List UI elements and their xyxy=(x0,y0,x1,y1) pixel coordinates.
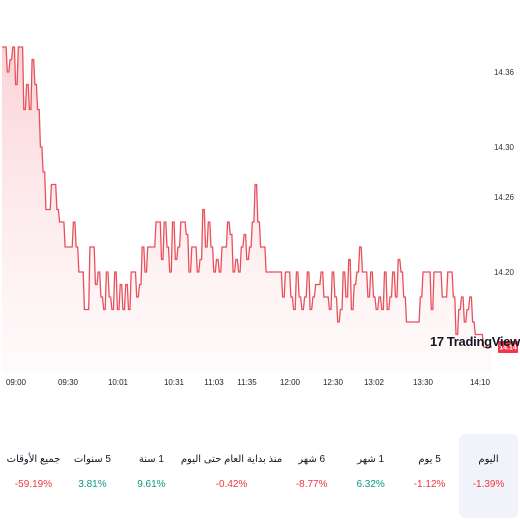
period-label: 5 يوم xyxy=(418,454,441,465)
x-tick-label: 11:35 xyxy=(237,378,257,387)
x-tick-label: 13:02 xyxy=(364,378,385,387)
period-value: 6.32% xyxy=(356,479,385,490)
period-value: -0.42% xyxy=(215,479,248,490)
period-label: 1 سنة xyxy=(138,454,164,465)
period-tab-6[interactable]: 5 سنوات 3.81% xyxy=(63,434,122,518)
price-chart[interactable]: 14.36 14.30 14.26 14.20 09:00 09:30 10:01 10:3… xyxy=(0,0,520,400)
y-tick-label: 14.26 xyxy=(494,193,515,202)
last-price-label: 14.14 xyxy=(499,345,517,352)
price-area-fill xyxy=(2,47,492,372)
period-label: 5 سنوات xyxy=(73,454,111,465)
period-tab-2[interactable]: 1 شهر 6.32% xyxy=(341,434,400,518)
x-tick-label: 09:30 xyxy=(58,378,79,387)
period-label: اليوم xyxy=(478,454,499,465)
y-tick-label: 14.36 xyxy=(494,68,515,77)
period-value: 9.61% xyxy=(137,479,166,490)
period-label: جميع الأوقات xyxy=(6,454,61,465)
performance-periods: اليوم -1.39% 5 يوم -1.12% 1 شهر 6.32% 6 شهر -8.… xyxy=(4,434,518,518)
y-axis: 14.36 14.30 14.26 14.20 xyxy=(494,68,515,277)
tradingview-logo-text: TradingView xyxy=(446,334,520,349)
period-tab-3[interactable]: 6 شهر -8.77% xyxy=(282,434,341,518)
period-label: 1 شهر xyxy=(357,454,385,465)
x-tick-label: 12:00 xyxy=(280,378,301,387)
period-value: 3.81% xyxy=(78,479,107,490)
x-tick-label: 09:00 xyxy=(6,378,27,387)
period-tab-1[interactable]: 5 يوم -1.12% xyxy=(400,434,459,518)
chart-svg[interactable]: 14.36 14.30 14.26 14.20 09:00 09:30 10:01 10:3… xyxy=(0,0,520,400)
period-value: -8.77% xyxy=(295,479,328,490)
period-tab-4[interactable]: منذ بداية العام حتى اليوم -0.42% xyxy=(181,434,282,518)
tradingview-logo[interactable]: 17 TradingView xyxy=(430,334,520,349)
period-tab-7[interactable]: جميع الأوقات -59.19% xyxy=(4,434,63,518)
x-tick-label: 14:10 xyxy=(470,378,491,387)
x-tick-label: 11:03 xyxy=(204,378,224,387)
x-tick-label: 10:31 xyxy=(164,378,185,387)
y-tick-label: 14.20 xyxy=(494,268,515,277)
period-value: -59.19% xyxy=(14,479,53,490)
x-tick-label: 12:30 xyxy=(323,378,344,387)
last-price-badge: 14.14 xyxy=(498,341,518,353)
period-tab-0[interactable]: اليوم -1.39% xyxy=(459,434,518,518)
period-value: -1.12% xyxy=(413,479,446,490)
x-tick-label: 13:30 xyxy=(413,378,434,387)
price-line xyxy=(2,46,492,348)
last-price-badge-bg xyxy=(498,341,518,353)
x-axis: 09:00 09:30 10:01 10:31 11:03 11:35 12:00 12:30… xyxy=(6,378,491,387)
y-tick-label: 14.30 xyxy=(494,143,515,152)
period-label: 6 شهر xyxy=(298,454,326,465)
period-value: -1.39% xyxy=(472,479,505,490)
tradingview-logo-icon: 17 xyxy=(430,334,444,349)
x-tick-label: 10:01 xyxy=(108,378,129,387)
period-tab-5[interactable]: 1 سنة 9.61% xyxy=(122,434,181,518)
period-label: منذ بداية العام حتى اليوم xyxy=(180,454,283,465)
